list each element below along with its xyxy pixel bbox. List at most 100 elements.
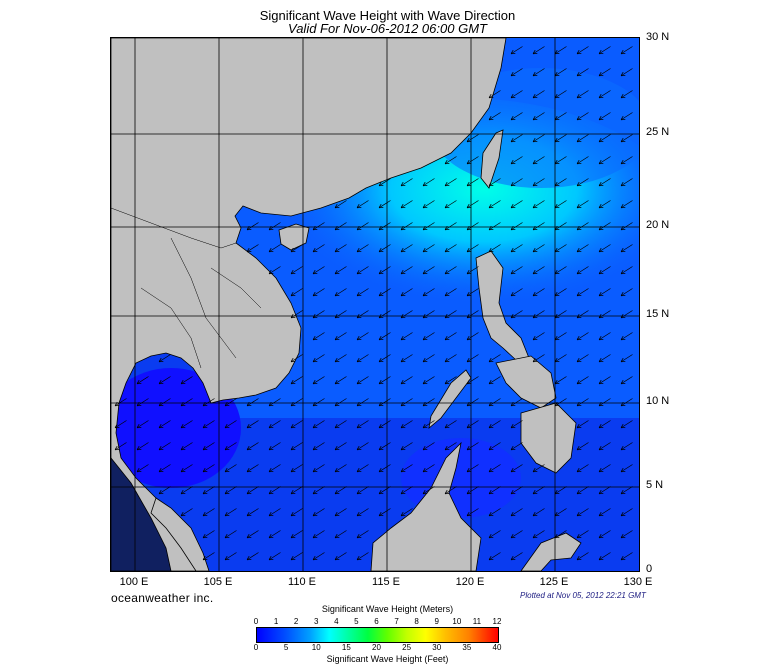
wave-direction-arrow — [556, 508, 567, 516]
lon-label-100e: 100 E — [119, 576, 149, 588]
wave-direction-arrow — [578, 376, 589, 384]
wave-direction-arrow — [512, 244, 523, 252]
wave-direction-arrow — [578, 442, 589, 450]
wave-direction-arrow — [336, 464, 347, 472]
wave-direction-arrow — [490, 398, 501, 406]
wave-direction-arrow — [336, 244, 347, 252]
wave-direction-arrow — [534, 134, 545, 142]
wave-direction-arrow — [380, 420, 391, 428]
wave-direction-arrow — [248, 530, 259, 538]
wave-direction-arrow — [270, 508, 281, 516]
wave-direction-arrow — [578, 354, 589, 362]
wave-direction-arrow — [292, 464, 303, 472]
wave-direction-arrow — [600, 244, 611, 252]
wave-direction-arrow — [292, 420, 303, 428]
wave-direction-arrow — [424, 288, 435, 296]
wave-direction-arrow — [380, 266, 391, 274]
wave-direction-arrow — [622, 354, 633, 362]
wave-direction-arrow — [578, 200, 589, 208]
wave-direction-arrow — [512, 134, 523, 142]
lat-label-25n: 25 N — [646, 126, 670, 138]
wave-direction-arrow — [534, 112, 545, 120]
wave-direction-arrow — [270, 530, 281, 538]
wave-direction-arrow — [512, 486, 523, 494]
colorbar-tick-meters: 7 — [394, 617, 399, 626]
wave-direction-arrow — [622, 46, 633, 54]
wave-direction-arrow — [446, 244, 457, 252]
wave-direction-arrow — [578, 244, 589, 252]
wave-direction-arrow — [578, 178, 589, 186]
lat-label-10n: 10 N — [646, 395, 670, 407]
wave-direction-arrow — [534, 288, 545, 296]
wave-direction-arrow — [556, 178, 567, 186]
wave-direction-arrow — [468, 332, 479, 340]
wave-direction-arrow — [600, 420, 611, 428]
wave-direction-arrow — [468, 442, 479, 450]
wave-direction-arrow — [490, 420, 501, 428]
wave-direction-arrow — [314, 464, 325, 472]
wave-direction-arrow — [622, 310, 633, 318]
wave-direction-arrow — [446, 178, 457, 186]
wave-direction-arrow — [424, 354, 435, 362]
wave-direction-arrow — [490, 530, 501, 538]
wave-direction-arrow — [578, 332, 589, 340]
wave-direction-arrow — [578, 552, 589, 560]
wave-direction-arrow — [490, 200, 501, 208]
wave-direction-arrow — [402, 310, 413, 318]
wave-direction-arrow — [534, 46, 545, 54]
wave-direction-arrow — [578, 508, 589, 516]
wave-direction-arrow — [424, 464, 435, 472]
colorbar-tick-meters: 3 — [314, 617, 319, 626]
wave-direction-arrow — [380, 288, 391, 296]
wave-direction-arrow — [336, 266, 347, 274]
wave-direction-arrow — [622, 112, 633, 120]
wave-direction-arrow — [248, 552, 259, 560]
wave-direction-arrow — [622, 134, 633, 142]
wave-direction-arrow — [446, 332, 457, 340]
wave-direction-arrow — [534, 530, 545, 538]
wave-direction-arrow — [204, 552, 215, 560]
mindanao-island — [520, 402, 577, 474]
wave-direction-arrow — [512, 442, 523, 450]
wave-direction-arrow — [424, 420, 435, 428]
wave-direction-arrow — [336, 200, 347, 208]
wave-direction-arrow — [336, 552, 347, 560]
wave-direction-arrow — [512, 420, 523, 428]
wave-direction-arrow — [226, 464, 237, 472]
wave-direction-arrow — [358, 552, 369, 560]
wave-direction-arrow — [468, 420, 479, 428]
colorbar-title-meters: Significant Wave Height (Meters) — [321, 604, 454, 614]
wave-direction-arrow — [358, 200, 369, 208]
wave-direction-arrow — [380, 200, 391, 208]
wave-direction-arrow — [424, 486, 435, 494]
wave-direction-arrow — [512, 310, 523, 318]
wave-direction-arrow — [402, 508, 413, 516]
wave-direction-arrow — [402, 332, 413, 340]
wave-direction-arrow — [204, 486, 215, 494]
wave-direction-arrow — [292, 354, 303, 362]
wave-direction-arrow — [424, 222, 435, 230]
wave-direction-arrow — [578, 486, 589, 494]
colorbar-tick-meters: 9 — [434, 617, 439, 626]
wave-direction-arrow — [424, 398, 435, 406]
wave-direction-arrow — [578, 156, 589, 164]
wave-direction-arrow — [226, 420, 237, 428]
wave-direction-arrow — [468, 376, 479, 384]
wave-direction-arrow — [512, 266, 523, 274]
wave-direction-arrow — [226, 552, 237, 560]
wave-direction-arrow — [358, 508, 369, 516]
wave-direction-arrow — [380, 354, 391, 362]
colorbar-tick-feet: 25 — [402, 643, 412, 652]
wave-direction-arrow — [402, 464, 413, 472]
wave-direction-arrow — [490, 442, 501, 450]
lon-label-115e: 115 E — [372, 576, 400, 588]
wave-direction-arrow — [622, 398, 633, 406]
lat-label-20n: 20 N — [646, 219, 670, 231]
wave-direction-arrow — [490, 244, 501, 252]
wave-direction-arrow — [292, 486, 303, 494]
wave-direction-arrow — [578, 464, 589, 472]
wave-direction-arrow — [556, 310, 567, 318]
wave-direction-arrow — [358, 244, 369, 252]
wave-direction-arrow — [402, 200, 413, 208]
wave-direction-arrow — [622, 288, 633, 296]
